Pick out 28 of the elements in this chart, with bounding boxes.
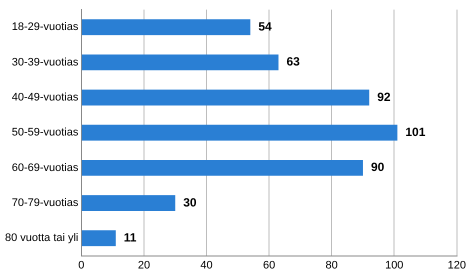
data-label: 90: [370, 160, 385, 174]
x-tick-label: 0: [78, 259, 84, 272]
data-label: 30: [183, 195, 197, 210]
bar: [82, 160, 363, 176]
y-tick-label: 80 vuotta tai yli: [5, 232, 78, 244]
data-label: 92: [377, 90, 391, 104]
bar: [82, 124, 398, 141]
x-tick-label: 100: [385, 259, 404, 272]
data-label: 54: [258, 20, 272, 34]
x-tick-label: 80: [326, 259, 338, 272]
data-label: 63: [286, 54, 300, 69]
bar: [82, 19, 250, 36]
y-tick-label: 70-79-vuotias: [12, 197, 79, 210]
bar: [82, 54, 278, 70]
y-tick-label: 30-39-vuotias: [12, 56, 79, 68]
x-tick-label: 20: [138, 259, 150, 272]
x-tick-label: 40: [200, 259, 213, 272]
y-tick-label: 50-59-vuotias: [12, 126, 79, 139]
data-label: 101: [405, 125, 426, 140]
x-tick-label: 60: [262, 259, 276, 272]
y-tick-label: 40-49-vuotias: [12, 92, 79, 104]
bar: [82, 195, 176, 211]
data-label: 11: [124, 230, 137, 245]
y-tick-label: 18-29-vuotias: [12, 21, 79, 34]
x-tick-label: 120: [448, 259, 466, 272]
bar: [82, 230, 116, 246]
y-tick-label: 60-69-vuotias: [12, 162, 79, 174]
bar: [82, 90, 370, 106]
